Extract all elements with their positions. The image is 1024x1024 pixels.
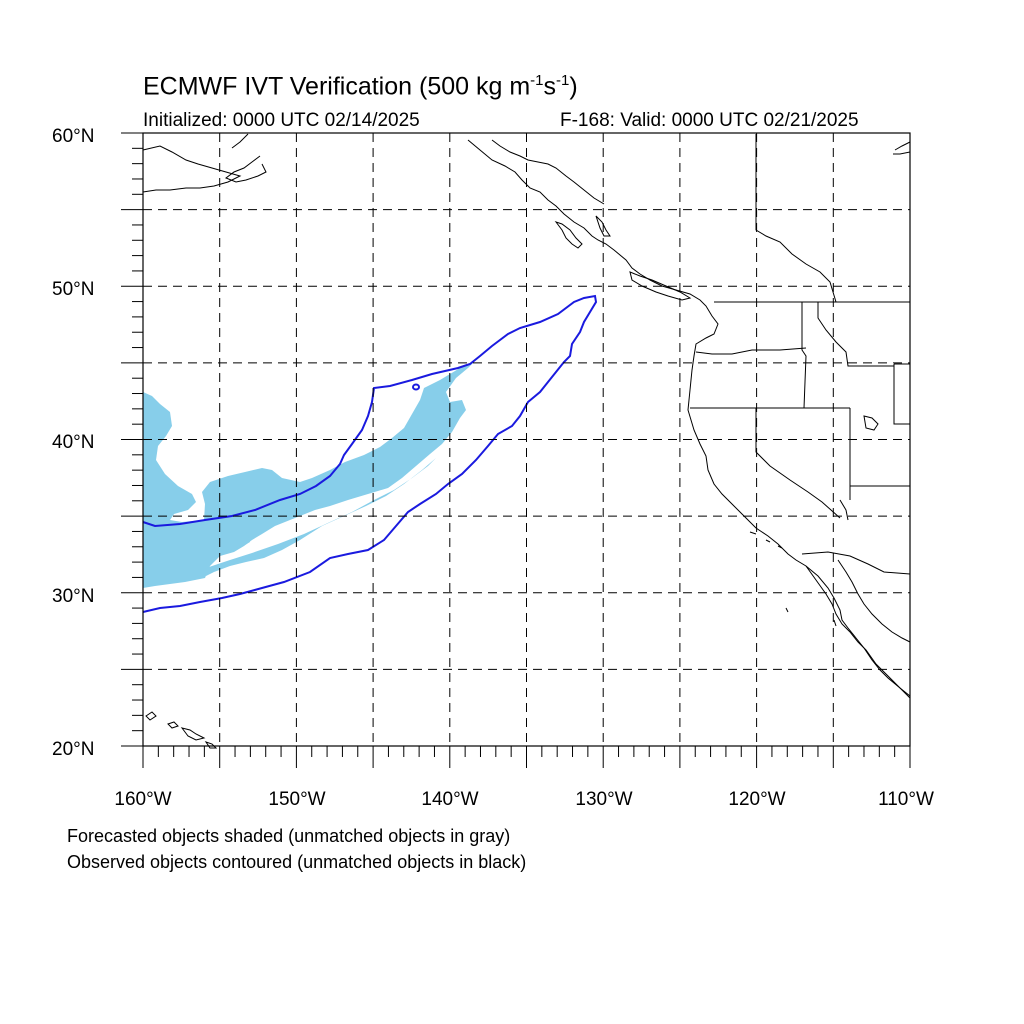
boundary-idaho-montana bbox=[817, 302, 894, 367]
chart-title: ECMWF IVT Verification (500 kg m-1s-1) bbox=[143, 72, 578, 101]
coastline-gulf-of-california bbox=[837, 559, 911, 643]
boundary-california-nevada bbox=[755, 408, 841, 519]
forecast-objects bbox=[143, 362, 474, 588]
observed-objects bbox=[142, 294, 598, 613]
observed-object-small bbox=[412, 383, 420, 391]
lon-label-110w: 110°W bbox=[878, 789, 934, 810]
lat-label-60n: 60°N bbox=[52, 126, 94, 147]
lon-label-130w: 130°W bbox=[575, 789, 632, 810]
coastline-alaska-north bbox=[142, 145, 242, 193]
political-boundaries bbox=[690, 134, 911, 575]
forecast-object-southern-band bbox=[206, 446, 448, 576]
lon-label-140w: 140°W bbox=[421, 789, 478, 810]
lat-label-20n: 20°N bbox=[52, 739, 94, 760]
lon-label-150w: 150°W bbox=[268, 789, 325, 810]
island-channel-islands bbox=[749, 531, 837, 627]
legend-note-observed: Observed objects contoured (unmatched ob… bbox=[67, 852, 527, 872]
legend-note-forecast: Forecasted objects shaded (unmatched obj… bbox=[67, 826, 511, 846]
coastline-north-america bbox=[467, 139, 911, 697]
axis-ticks bbox=[121, 132, 911, 768]
lon-label-160w: 160°W bbox=[114, 789, 171, 810]
longitude-labels: 160°W 150°W 140°W 130°W 120°W 110°W bbox=[114, 789, 934, 810]
forecast-object-main bbox=[143, 362, 474, 588]
latitude-labels: 60°N 50°N 40°N 30°N 20°N bbox=[52, 126, 94, 760]
coastline-baja-west bbox=[805, 565, 911, 699]
boundary-wyoming bbox=[893, 363, 910, 425]
coastline-alaska-peninsula bbox=[224, 133, 267, 183]
boundary-washington-idaho bbox=[801, 302, 807, 409]
coastline-bc-islands bbox=[554, 215, 692, 301]
observed-object-contour bbox=[142, 294, 598, 613]
forecast-object-patch bbox=[222, 532, 250, 550]
boundary-us-mexico bbox=[801, 551, 911, 575]
lat-label-30n: 30°N bbox=[52, 586, 94, 607]
lat-label-40n: 40°N bbox=[52, 432, 94, 453]
lon-label-120w: 120°W bbox=[728, 789, 785, 810]
lat-lon-grid bbox=[143, 133, 910, 746]
valid-time-label: F-168: Valid: 0000 UTC 02/21/2025 bbox=[560, 110, 859, 131]
island-hawaii bbox=[145, 711, 218, 749]
coastline-nw-corner bbox=[893, 141, 911, 155]
coastline-alaska-panhandle bbox=[491, 139, 605, 205]
boundary-bc-alberta bbox=[755, 134, 837, 303]
lake-salton bbox=[863, 415, 879, 431]
boundary-washington-oregon bbox=[695, 347, 807, 355]
lat-label-50n: 50°N bbox=[52, 279, 94, 300]
coastlines bbox=[142, 133, 911, 749]
initialized-label: Initialized: 0000 UTC 02/14/2025 bbox=[143, 110, 420, 131]
boundary-arizona-nevada bbox=[839, 499, 849, 521]
